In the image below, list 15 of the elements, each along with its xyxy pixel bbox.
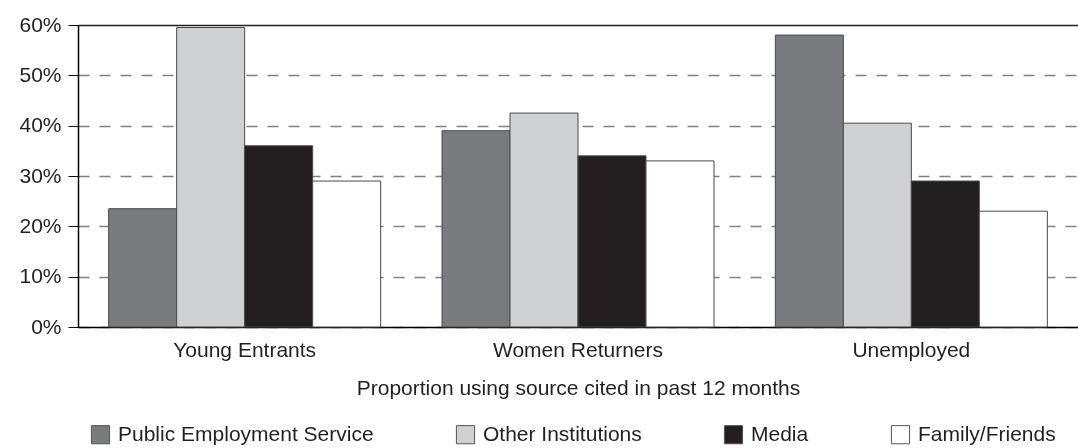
x-tick-label: Women Returners: [492, 337, 664, 361]
y-tick-label: 10%: [19, 264, 62, 288]
legend-label: Family/Friends: [918, 421, 1056, 445]
y-tick-label: 30%: [19, 163, 62, 187]
y-tick-label: 50%: [19, 62, 62, 86]
legend-label: Public Employment Service: [118, 421, 374, 445]
y-tick-label: 20%: [19, 213, 62, 237]
y-tick-label: 40%: [19, 113, 62, 137]
legend-label: Other Institutions: [483, 421, 642, 445]
legend-label: Media: [751, 421, 809, 445]
y-tick-label: 0%: [31, 314, 62, 338]
y-tick-label: 60%: [19, 12, 62, 36]
x-tick-label: Unemployed: [852, 337, 971, 361]
x-tick-label: Young Entrants: [173, 337, 317, 361]
x-axis-title: Proportion using source cited in past 12 months: [356, 375, 801, 399]
